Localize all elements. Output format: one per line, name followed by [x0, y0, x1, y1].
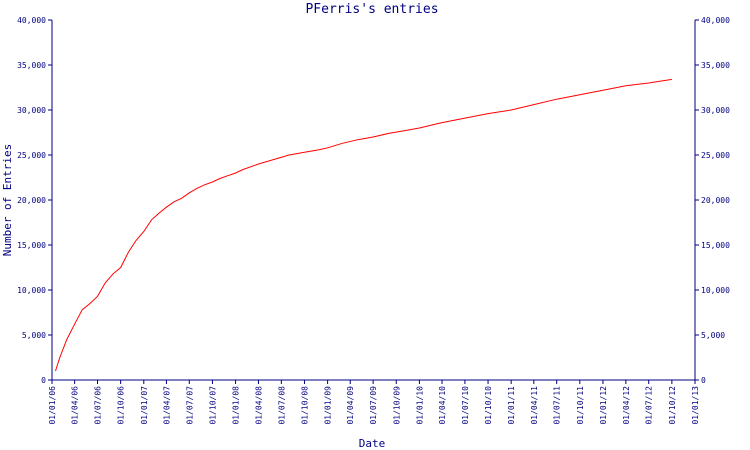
x-tick-label: 01/01/07 — [140, 386, 149, 425]
y-tick-label-right: 40,000 — [701, 16, 730, 25]
y-tick-label-left: 40,000 — [17, 16, 46, 25]
y-tick-label-left: 15,000 — [17, 241, 46, 250]
x-tick-label: 01/04/10 — [438, 386, 447, 425]
x-tick-label: 01/07/07 — [185, 386, 194, 425]
series-group — [55, 78, 672, 372]
x-tick-label: 01/07/06 — [94, 386, 103, 425]
x-tick-label: 01/01/11 — [507, 386, 516, 425]
x-tick-label: 01/04/09 — [346, 386, 355, 425]
series-line — [55, 78, 672, 372]
y-tick-label-right: 0 — [701, 376, 706, 385]
y-tick-label-left: 25,000 — [17, 151, 46, 160]
y-tick-label-left: 0 — [41, 376, 46, 385]
y-tick-label-right: 30,000 — [701, 106, 730, 115]
y-tick-label-right: 25,000 — [701, 151, 730, 160]
y-tick-label-right: 20,000 — [701, 196, 730, 205]
y-tick-label-right: 5,000 — [701, 331, 725, 340]
y-axis-title: Number of Entries — [1, 144, 14, 257]
y-axis-right: 0 5,000 10,000 15,000 20,000 25,000 30,000 35,0… — [695, 16, 730, 385]
x-tick-label: 01/10/09 — [392, 386, 401, 425]
x-tick-label: 01/04/06 — [71, 386, 80, 425]
axes — [51, 20, 696, 381]
y-tick-label-right: 10,000 — [701, 286, 730, 295]
x-tick-label: 01/07/08 — [277, 386, 286, 425]
x-tick-label: 01/07/11 — [553, 386, 562, 425]
y-tick-label-left: 10,000 — [17, 286, 46, 295]
x-tick-label: 01/04/08 — [254, 386, 263, 425]
x-tick-label: 01/10/10 — [484, 386, 493, 425]
x-axis-title: Date — [359, 437, 386, 450]
x-tick-label: 01/10/07 — [208, 386, 217, 425]
y-tick-label-right: 35,000 — [701, 61, 730, 70]
x-tick-label: 01/07/12 — [645, 386, 654, 425]
x-tick-label: 01/10/11 — [576, 386, 585, 425]
x-tick-label: 01/07/10 — [461, 386, 470, 425]
y-tick-label-left: 20,000 — [17, 196, 46, 205]
x-tick-label: 01/01/13 — [691, 386, 700, 425]
x-tick-label: 01/04/12 — [622, 386, 631, 425]
y-tick-label-right: 15,000 — [701, 241, 730, 250]
x-tick-label: 01/01/09 — [324, 386, 333, 425]
x-tick-label: 01/10/06 — [117, 386, 126, 425]
y-axis-left: 0 5,000 10,000 15,000 20,000 25,000 30,000 35,0… — [17, 16, 52, 385]
x-tick-label: 01/10/08 — [300, 386, 309, 425]
chart-title: PFerris's entries — [305, 2, 438, 17]
x-tick-label: 01/04/11 — [530, 386, 539, 425]
x-tick-label: 01/01/12 — [599, 386, 608, 425]
x-tick-label: 01/01/08 — [232, 386, 241, 425]
x-tick-label: 01/01/10 — [415, 386, 424, 425]
x-tick-label: 01/01/06 — [48, 386, 57, 425]
y-tick-label-left: 35,000 — [17, 61, 46, 70]
x-tick-label: 01/04/07 — [162, 386, 171, 425]
y-tick-label-left: 5,000 — [22, 331, 46, 340]
x-tick-label: 01/07/09 — [369, 386, 378, 425]
x-tick-label: 01/10/12 — [668, 386, 677, 425]
y-tick-label-left: 30,000 — [17, 106, 46, 115]
x-axis: 01/01/06 01/04/06 01/07/06 01/10/06 01/01/07… — [48, 380, 700, 425]
